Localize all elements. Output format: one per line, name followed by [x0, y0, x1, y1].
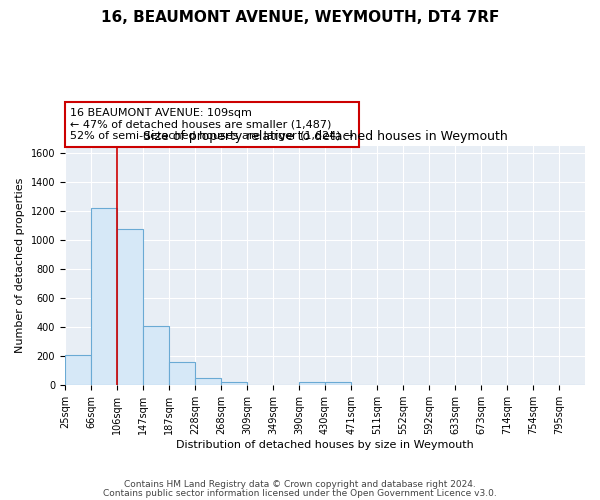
Bar [195, 378, 221, 385]
Bar [299, 382, 325, 385]
Bar [143, 326, 169, 385]
X-axis label: Distribution of detached houses by size in Weymouth: Distribution of detached houses by size … [176, 440, 474, 450]
Text: Contains public sector information licensed under the Open Government Licence v3: Contains public sector information licen… [103, 489, 497, 498]
Y-axis label: Number of detached properties: Number of detached properties [15, 178, 25, 353]
Text: 16 BEAUMONT AVENUE: 109sqm
← 47% of detached houses are smaller (1,487)
52% of s: 16 BEAUMONT AVENUE: 109sqm ← 47% of deta… [70, 108, 353, 141]
Text: Contains HM Land Registry data © Crown copyright and database right 2024.: Contains HM Land Registry data © Crown c… [124, 480, 476, 489]
Title: Size of property relative to detached houses in Weymouth: Size of property relative to detached ho… [143, 130, 508, 143]
Bar [169, 362, 195, 385]
Bar [91, 208, 117, 385]
Text: 16, BEAUMONT AVENUE, WEYMOUTH, DT4 7RF: 16, BEAUMONT AVENUE, WEYMOUTH, DT4 7RF [101, 10, 499, 25]
Bar [221, 382, 247, 385]
Bar [117, 230, 143, 385]
Bar [325, 382, 351, 385]
Bar [65, 356, 91, 385]
